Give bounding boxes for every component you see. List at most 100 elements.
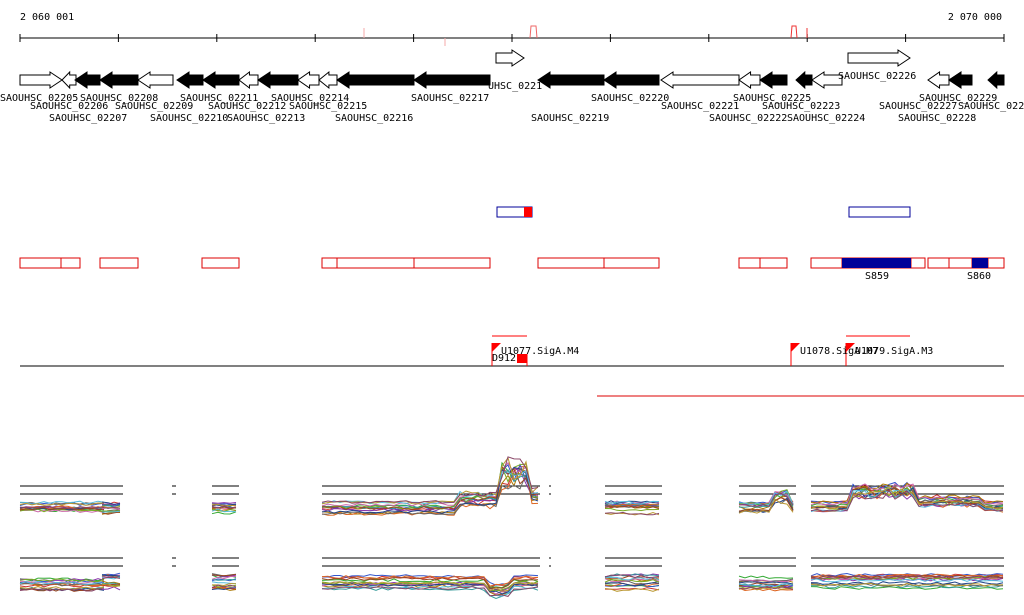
- gene-label: SAOUHSC_02222: [709, 113, 787, 124]
- expression-series-line: [810, 585, 1004, 590]
- segment-box[interactable]: [810, 257, 843, 269]
- gene-arrow[interactable]: [137, 71, 174, 89]
- gene-label: SAOUHSC_02213: [227, 113, 305, 124]
- expression-series-line: [19, 586, 105, 590]
- promoter-label-d912: D912: [492, 353, 516, 364]
- promoter-flag[interactable]: [846, 343, 855, 352]
- segment-box[interactable]: [336, 257, 415, 269]
- promoter-marker[interactable]: [517, 354, 527, 363]
- expression-series-line: [604, 511, 660, 516]
- expression-series-line: [321, 466, 539, 514]
- gene-track: [19, 49, 1005, 90]
- expression-series-line: [738, 579, 794, 583]
- expression-series-line: [738, 492, 794, 508]
- expression-profile-track-2: [19, 557, 1004, 600]
- expression-series-line: [101, 574, 121, 577]
- promoter-flag[interactable]: [492, 343, 501, 352]
- segment-box[interactable]: [759, 257, 788, 269]
- expression-profile-track-1: [19, 456, 1004, 516]
- expression-series-line: [604, 588, 660, 592]
- gene-label: UHSC_0221: [488, 81, 542, 92]
- gene-arrow[interactable]: [660, 71, 740, 89]
- expression-series-line: [19, 578, 105, 582]
- expression-series-line: [19, 505, 105, 510]
- expression-series-line: [101, 580, 121, 585]
- gene-arrow[interactable]: [603, 71, 660, 89]
- expression-series-line: [211, 575, 237, 580]
- segment-box[interactable]: [987, 257, 1005, 269]
- ruler-ticks: [19, 34, 1005, 42]
- gene-label: SAOUHSC_02214: [271, 93, 349, 104]
- segment-box[interactable]: [910, 257, 926, 269]
- gene-arrow[interactable]: [847, 49, 911, 67]
- segment-box[interactable]: [927, 257, 950, 269]
- expression-series-line: [211, 573, 237, 577]
- gene-arrow[interactable]: [537, 71, 605, 89]
- expression-series-line: [321, 576, 539, 589]
- segment-box[interactable]: [738, 257, 761, 269]
- expression-series-line: [604, 578, 660, 583]
- gene-arrow[interactable]: [759, 71, 788, 89]
- segment-box-highlight[interactable]: [842, 258, 911, 268]
- segment-box[interactable]: [19, 257, 62, 269]
- gene-label: SAOUHSC_02206: [30, 101, 108, 112]
- gene-arrow[interactable]: [74, 71, 101, 89]
- segment-box[interactable]: [99, 257, 139, 269]
- expression-series-line: [810, 487, 1004, 510]
- segment-box[interactable]: [537, 257, 605, 269]
- segment-track-bottom: [19, 257, 1005, 269]
- gene-arrow[interactable]: [61, 70, 77, 90]
- gene-label: SAOUHSC_02216: [335, 113, 413, 124]
- expression-series-line: [19, 582, 105, 587]
- gene-arrow[interactable]: [238, 70, 259, 90]
- ruler-end-label: 2 070 000: [947, 12, 1002, 23]
- expression-series-line: [738, 586, 794, 590]
- segment-box[interactable]: [321, 257, 338, 269]
- segment-box[interactable]: [413, 257, 491, 269]
- gene-arrow[interactable]: [202, 71, 240, 89]
- gene-arrow[interactable]: [297, 71, 320, 89]
- segment-box-highlight[interactable]: [972, 258, 988, 268]
- expression-series-line: [604, 587, 660, 591]
- gene-arrow[interactable]: [495, 49, 525, 67]
- expression-series-line: [604, 500, 660, 505]
- gene-arrow[interactable]: [948, 71, 973, 89]
- gene-arrow[interactable]: [318, 70, 338, 90]
- expression-series-line: [19, 508, 105, 513]
- promoter-flag[interactable]: [791, 343, 800, 352]
- segment-box[interactable]: [603, 257, 660, 269]
- gene-arrow[interactable]: [987, 70, 1005, 90]
- gene-label: SAOUHSC_02226: [838, 71, 916, 82]
- gene-arrow[interactable]: [738, 71, 761, 89]
- gene-label: SAOUHSC_02227: [879, 101, 957, 112]
- gene-arrow[interactable]: [99, 71, 139, 89]
- expression-series-line: [211, 578, 237, 581]
- gene-arrow[interactable]: [176, 71, 204, 89]
- expression-series-line: [321, 578, 539, 589]
- expression-series-line: [321, 473, 539, 515]
- gene-label: SAOUHSC_02220: [591, 93, 669, 104]
- gene-arrow[interactable]: [257, 71, 299, 89]
- gene-arrow[interactable]: [336, 71, 415, 89]
- segment-label-s859: S859: [865, 271, 889, 282]
- gene-arrow[interactable]: [927, 71, 950, 89]
- gene-arrow[interactable]: [795, 70, 813, 90]
- segment-box[interactable]: [60, 257, 81, 269]
- segment-box[interactable]: [201, 257, 240, 269]
- segment-box[interactable]: [948, 257, 973, 269]
- expression-series-line: [738, 496, 794, 512]
- expression-series-line: [101, 501, 121, 505]
- expression-series-line: [321, 581, 539, 592]
- gene-arrow[interactable]: [811, 71, 843, 89]
- segment-box[interactable]: [848, 206, 911, 218]
- expression-series-line: [810, 487, 1004, 510]
- gene-arrow[interactable]: [413, 71, 491, 89]
- expression-series-line: [604, 508, 660, 512]
- gene-label: SAOUHSC_02209: [115, 101, 193, 112]
- expression-series-line: [738, 490, 794, 506]
- expression-series-line: [212, 582, 237, 587]
- gene-label: SAOUHSC_02205: [0, 93, 78, 104]
- ruler-start-label: 2 060 001: [20, 12, 75, 23]
- gene-arrow[interactable]: [19, 71, 63, 89]
